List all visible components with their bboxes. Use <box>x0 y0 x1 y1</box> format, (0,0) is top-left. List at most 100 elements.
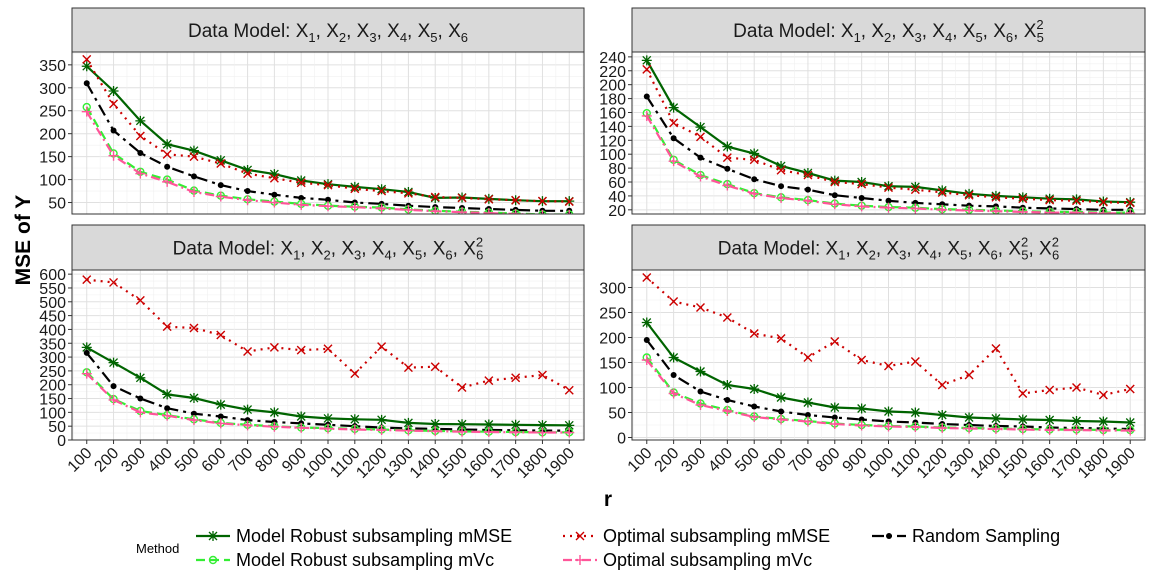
y-tick-label: 300 <box>39 350 66 367</box>
data-point <box>804 412 811 418</box>
data-point <box>188 392 199 403</box>
data-point <box>803 353 813 362</box>
data-point <box>162 322 172 332</box>
data-point <box>135 131 145 141</box>
data-point <box>376 184 387 195</box>
x-tick-label: 1600 <box>1021 445 1058 482</box>
data-point <box>964 412 975 423</box>
panel-border <box>631 51 1146 215</box>
y-tick-label: 0 <box>617 431 626 448</box>
data-point <box>349 181 360 192</box>
data-point <box>670 135 677 142</box>
y-tick-label: 150 <box>39 392 66 409</box>
x-tick-label: 1500 <box>434 445 471 482</box>
x-tick-label: 700 <box>226 445 257 476</box>
y-tick-label: 50 <box>48 419 66 436</box>
data-point <box>1017 192 1028 203</box>
data-point <box>884 183 893 193</box>
data-point <box>135 168 146 179</box>
data-point <box>296 175 307 186</box>
y-tick-label: 200 <box>39 127 66 144</box>
data-point <box>217 413 224 420</box>
data-point <box>81 106 92 117</box>
x-tick-label: 1400 <box>407 445 444 482</box>
data-point <box>964 188 975 199</box>
data-point <box>722 406 733 416</box>
y-tick-label: 50 <box>608 406 626 423</box>
data-point <box>1071 425 1082 435</box>
data-point <box>242 195 253 206</box>
data-point <box>964 423 975 434</box>
data-point <box>856 403 867 414</box>
data-point <box>1017 424 1028 435</box>
panel-strip <box>71 7 585 53</box>
data-point <box>856 201 867 212</box>
y-tick-label: 100 <box>39 173 66 190</box>
data-point <box>722 313 732 322</box>
data-point <box>1072 196 1082 206</box>
data-point <box>483 426 494 437</box>
data-point <box>430 362 440 372</box>
data-point <box>883 181 894 192</box>
data-point <box>109 99 119 109</box>
data-point <box>1044 415 1055 425</box>
data-point <box>403 417 414 428</box>
grid <box>72 270 584 440</box>
data-point <box>749 148 760 159</box>
x-tick-label: 1800 <box>1075 445 1112 482</box>
data-point <box>643 93 650 100</box>
data-point <box>217 182 224 189</box>
data-point <box>162 149 172 159</box>
data-point <box>697 154 704 161</box>
data-point <box>243 169 253 179</box>
data-point <box>403 425 414 436</box>
data-point <box>641 355 652 365</box>
data-point <box>910 203 921 214</box>
y-tick-label: 600 <box>39 267 66 284</box>
x-axis-title: r <box>604 488 612 511</box>
panel-title: Data Model: X1​, X2​, X3​, X4​, X5​, X6​ <box>188 21 468 45</box>
data-point <box>162 389 173 400</box>
data-point <box>749 188 760 199</box>
panel-strip <box>631 224 1146 271</box>
x-tick-label: 100 <box>625 445 656 476</box>
data-point <box>668 102 679 113</box>
data-point <box>1071 194 1082 205</box>
data-point <box>910 357 920 366</box>
data-point <box>82 275 92 285</box>
x-tick-label: 1000 <box>300 445 337 482</box>
x-tick-label: 300 <box>678 445 709 476</box>
data-point <box>81 61 92 72</box>
data-point <box>1072 383 1082 392</box>
data-point <box>856 177 867 188</box>
y-tick-label: 450 <box>39 309 66 326</box>
data-point <box>641 317 652 328</box>
data-point <box>242 420 253 431</box>
x-tick-label: 1800 <box>514 445 551 482</box>
panel-title: Data Model: X1​, X2​, X3​, X4​, X5​, X6​… <box>718 235 1059 263</box>
grid <box>72 52 584 214</box>
data-point <box>751 176 758 183</box>
data-point <box>376 414 387 425</box>
data-point <box>1044 425 1055 435</box>
data-point <box>83 80 90 87</box>
x-tick-label: 400 <box>705 445 736 476</box>
data-point <box>109 277 119 287</box>
data-point <box>323 344 333 354</box>
data-point <box>695 122 706 133</box>
data-point <box>269 421 280 432</box>
data-point <box>884 361 893 371</box>
data-point <box>457 419 468 430</box>
y-tick-label: 300 <box>599 281 626 298</box>
data-point <box>1125 384 1135 394</box>
data-point <box>215 155 226 166</box>
data-point <box>668 388 679 399</box>
y-tick-label: 250 <box>39 104 66 121</box>
data-point <box>164 163 171 170</box>
y-tick-label: 100 <box>39 405 66 422</box>
x-tick-label: 500 <box>172 445 203 476</box>
data-point <box>802 397 813 408</box>
data-point <box>269 342 279 352</box>
data-point <box>298 194 305 201</box>
